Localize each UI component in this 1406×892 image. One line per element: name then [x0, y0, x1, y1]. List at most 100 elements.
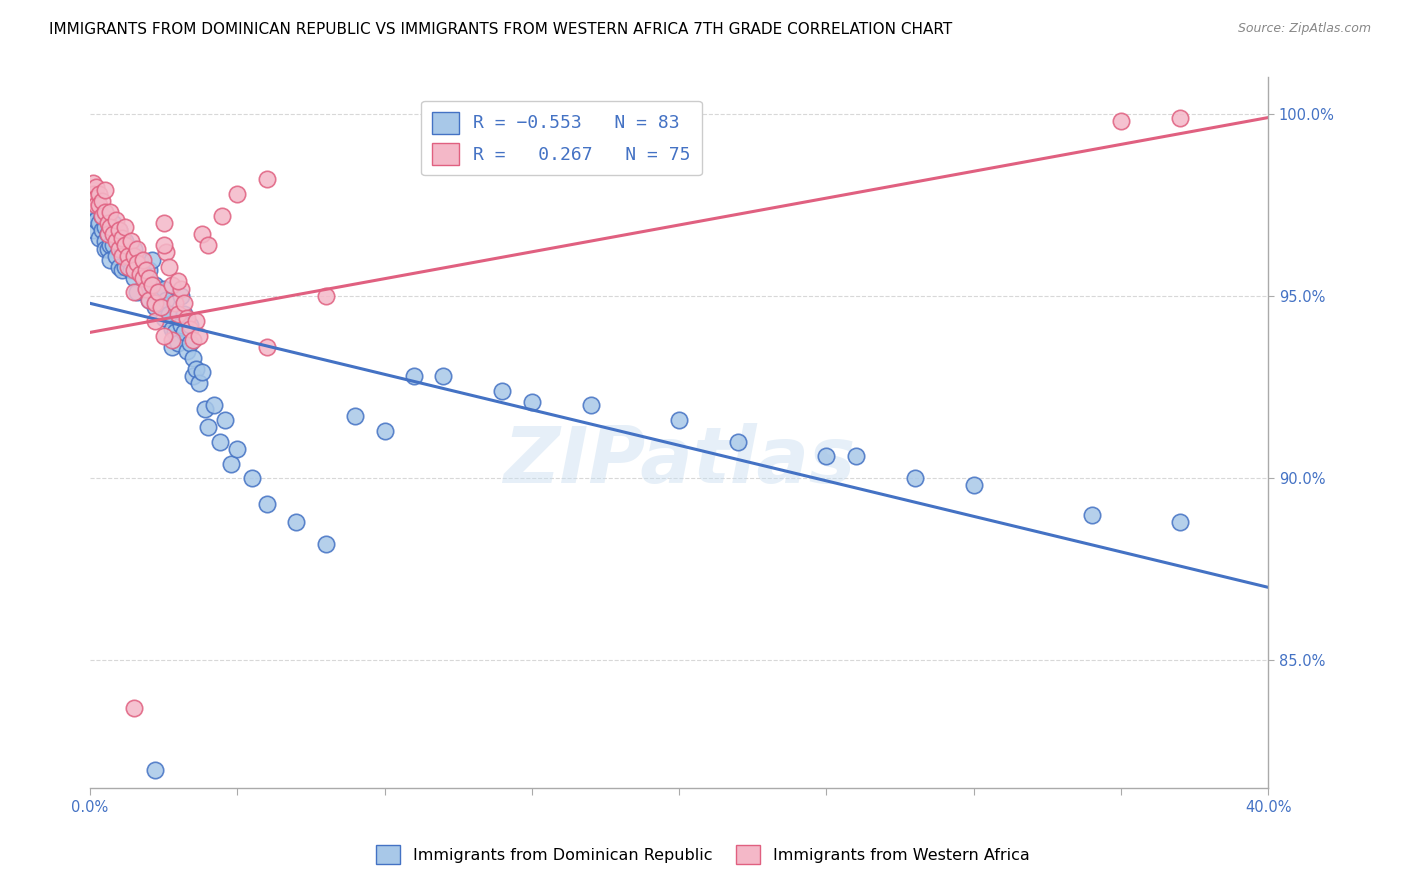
Point — [149, 296, 172, 310]
Point — [146, 285, 169, 300]
Point — [815, 450, 838, 464]
Point — [176, 343, 198, 358]
Point — [214, 413, 236, 427]
Point — [93, 235, 115, 249]
Point — [132, 270, 155, 285]
Point — [155, 293, 177, 307]
Point — [226, 186, 249, 201]
Point — [138, 293, 160, 307]
Point — [256, 340, 278, 354]
Point — [120, 263, 142, 277]
Point — [87, 230, 110, 244]
Point — [170, 289, 193, 303]
Point — [162, 333, 184, 347]
Point — [108, 223, 131, 237]
Point — [184, 314, 207, 328]
Point — [165, 326, 187, 340]
Point — [138, 270, 160, 285]
Point — [1168, 111, 1191, 125]
Point — [100, 219, 122, 234]
Text: Source: ZipAtlas.com: Source: ZipAtlas.com — [1237, 22, 1371, 36]
Point — [315, 537, 337, 551]
Point — [125, 263, 148, 277]
Point — [167, 336, 190, 351]
Point — [135, 263, 157, 277]
Point — [256, 172, 278, 186]
Point — [129, 252, 152, 267]
Point — [197, 238, 219, 252]
Point — [82, 223, 104, 237]
Point — [187, 376, 209, 391]
Point — [432, 369, 454, 384]
Point — [132, 252, 155, 267]
Point — [315, 289, 337, 303]
Point — [179, 336, 201, 351]
Point — [152, 238, 174, 252]
Point — [82, 186, 104, 201]
Point — [84, 202, 107, 216]
Point — [125, 285, 148, 300]
Point — [143, 314, 166, 328]
Point — [157, 260, 180, 274]
Point — [93, 183, 115, 197]
Point — [122, 242, 145, 256]
Point — [157, 307, 180, 321]
Point — [167, 275, 190, 289]
Point — [90, 194, 112, 209]
Point — [114, 219, 136, 234]
Point — [176, 310, 198, 325]
Point — [152, 329, 174, 343]
Point — [103, 216, 125, 230]
Point — [84, 198, 107, 212]
Point — [96, 216, 118, 230]
Point — [105, 235, 128, 249]
Point — [117, 252, 139, 267]
Point — [93, 242, 115, 256]
Point — [122, 700, 145, 714]
Point — [138, 293, 160, 307]
Point — [87, 198, 110, 212]
Point — [149, 300, 172, 314]
Point — [170, 282, 193, 296]
Point — [141, 252, 163, 267]
Point — [520, 394, 543, 409]
Point — [82, 209, 104, 223]
Text: IMMIGRANTS FROM DOMINICAN REPUBLIC VS IMMIGRANTS FROM WESTERN AFRICA 7TH GRADE C: IMMIGRANTS FROM DOMINICAN REPUBLIC VS IM… — [49, 22, 952, 37]
Point — [90, 223, 112, 237]
Point — [141, 278, 163, 293]
Point — [845, 450, 868, 464]
Point — [103, 238, 125, 252]
Point — [93, 219, 115, 234]
Point — [87, 186, 110, 201]
Point — [108, 223, 131, 237]
Point — [208, 434, 231, 449]
Point — [579, 398, 602, 412]
Point — [111, 242, 134, 256]
Point — [173, 307, 195, 321]
Point — [111, 230, 134, 244]
Point — [191, 227, 214, 241]
Point — [152, 282, 174, 296]
Point — [90, 209, 112, 223]
Point — [221, 457, 243, 471]
Point — [1168, 515, 1191, 529]
Point — [181, 351, 204, 365]
Point — [170, 318, 193, 333]
Point — [96, 242, 118, 256]
Point — [82, 194, 104, 209]
Point — [173, 326, 195, 340]
Point — [162, 340, 184, 354]
Point — [129, 267, 152, 281]
Point — [103, 227, 125, 241]
Point — [122, 249, 145, 263]
Point — [132, 267, 155, 281]
Point — [184, 362, 207, 376]
Point — [165, 296, 187, 310]
Point — [226, 442, 249, 456]
Point — [155, 245, 177, 260]
Point — [256, 497, 278, 511]
Point — [191, 366, 214, 380]
Point — [120, 235, 142, 249]
Point — [117, 249, 139, 263]
Point — [491, 384, 513, 398]
